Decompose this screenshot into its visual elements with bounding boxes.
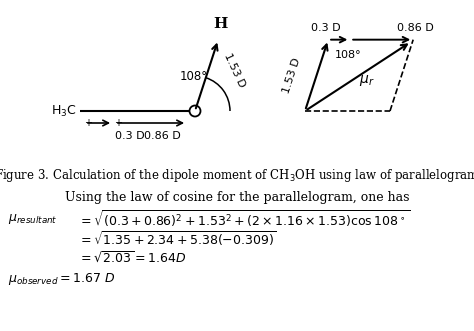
Text: $\mu_{observed}$$= 1.67\ D$: $\mu_{observed}$$= 1.67\ D$: [8, 271, 115, 287]
Text: $\mu_r$: $\mu_r$: [359, 73, 375, 88]
Text: 108°: 108°: [180, 70, 208, 83]
Text: Using the law of cosine for the parallelogram, one has: Using the law of cosine for the parallel…: [65, 192, 409, 205]
Text: 0.3 D: 0.3 D: [115, 131, 145, 141]
Text: 0.86 D: 0.86 D: [144, 131, 181, 141]
Text: 108°: 108°: [335, 50, 362, 60]
Text: $\mathrm{H_3C}$: $\mathrm{H_3C}$: [52, 104, 77, 118]
Text: 0.86 D: 0.86 D: [397, 23, 434, 33]
Text: Figure 3. Calculation of the dipole moment of CH$_3$OH using law of parallelogra: Figure 3. Calculation of the dipole mome…: [0, 167, 474, 184]
Text: $\mu_{resultant}$: $\mu_{resultant}$: [8, 212, 58, 226]
Text: H: H: [213, 17, 228, 31]
Text: +: +: [114, 118, 122, 128]
Text: 1.53 D: 1.53 D: [223, 52, 247, 89]
Text: $= \sqrt{(0.3+0.86)^2+1.53^2+(2\times1.16\times1.53)\cos108^\circ}$: $= \sqrt{(0.3+0.86)^2+1.53^2+(2\times1.1…: [78, 209, 410, 230]
Text: 0.3 D: 0.3 D: [311, 23, 341, 33]
Text: $=\sqrt{2.03}=1.64D$: $=\sqrt{2.03}=1.64D$: [78, 251, 186, 265]
Text: +: +: [84, 118, 92, 128]
Text: 1.53 D: 1.53 D: [282, 56, 302, 94]
Text: $= \sqrt{1.35+2.34+5.38(-0.309)}$: $= \sqrt{1.35+2.34+5.38(-0.309)}$: [78, 230, 277, 248]
